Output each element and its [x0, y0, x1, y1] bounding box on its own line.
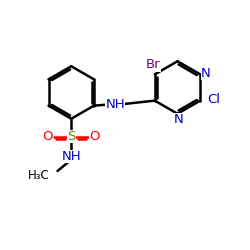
Text: Cl: Cl	[208, 93, 220, 106]
Text: H₃C: H₃C	[28, 170, 49, 182]
Text: Br: Br	[146, 58, 161, 71]
Text: N: N	[174, 113, 184, 126]
Text: NH: NH	[106, 98, 125, 111]
Text: O: O	[90, 130, 100, 143]
Text: S: S	[67, 130, 76, 143]
Text: N: N	[201, 66, 210, 80]
Text: NH: NH	[62, 150, 81, 163]
Text: O: O	[42, 130, 53, 143]
